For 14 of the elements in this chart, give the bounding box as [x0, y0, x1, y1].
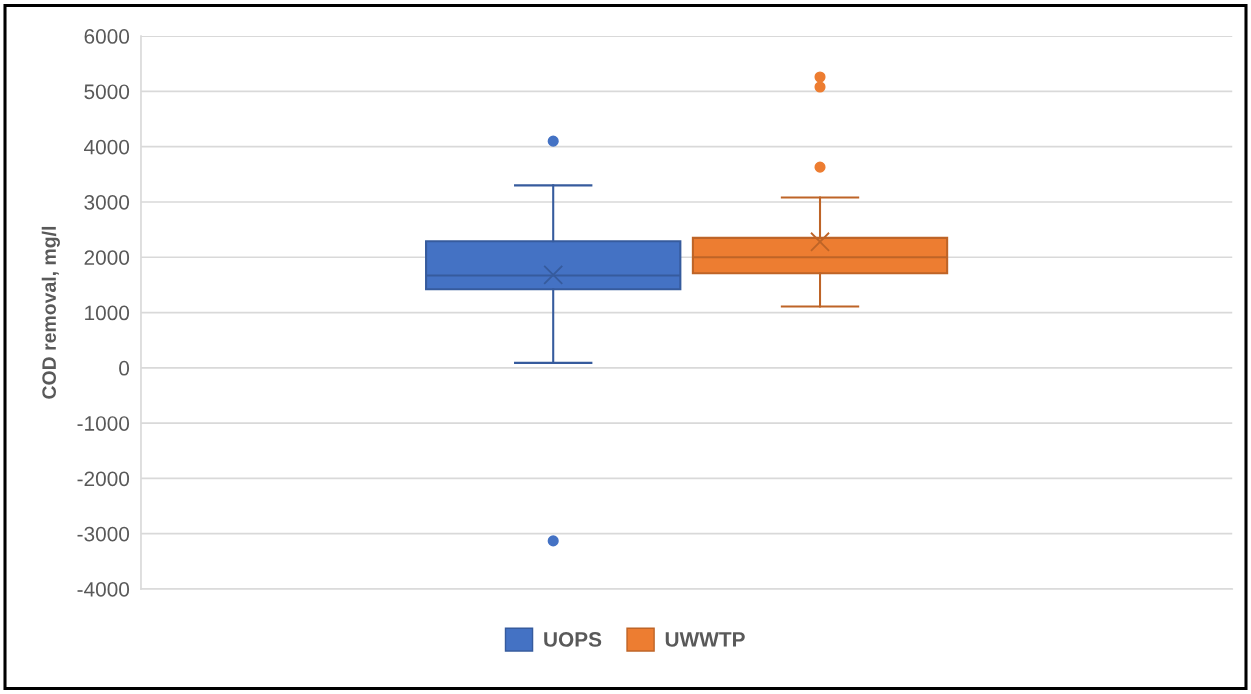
y-tick-label: 2000 [84, 250, 130, 266]
legend-label: UWWTP [665, 632, 745, 647]
legend-label: UOPS [544, 632, 602, 647]
y-tick-label: 1000 [85, 305, 130, 321]
y-tick-label: 5000 [84, 84, 130, 100]
y-tick-label: -2000 [77, 471, 130, 487]
y-tick-label: -3000 [77, 526, 130, 542]
y-tick-label: 4000 [84, 139, 130, 155]
y-tick-label: -1000 [77, 416, 130, 431]
y-tick-label: 0 [119, 360, 130, 376]
y-tick-label: 3000 [84, 194, 130, 210]
y-tick-label: 6000 [84, 29, 130, 44]
y-tick-label: -4000 [77, 582, 130, 597]
y-axis-title: COD removal, mg/l [41, 226, 60, 399]
